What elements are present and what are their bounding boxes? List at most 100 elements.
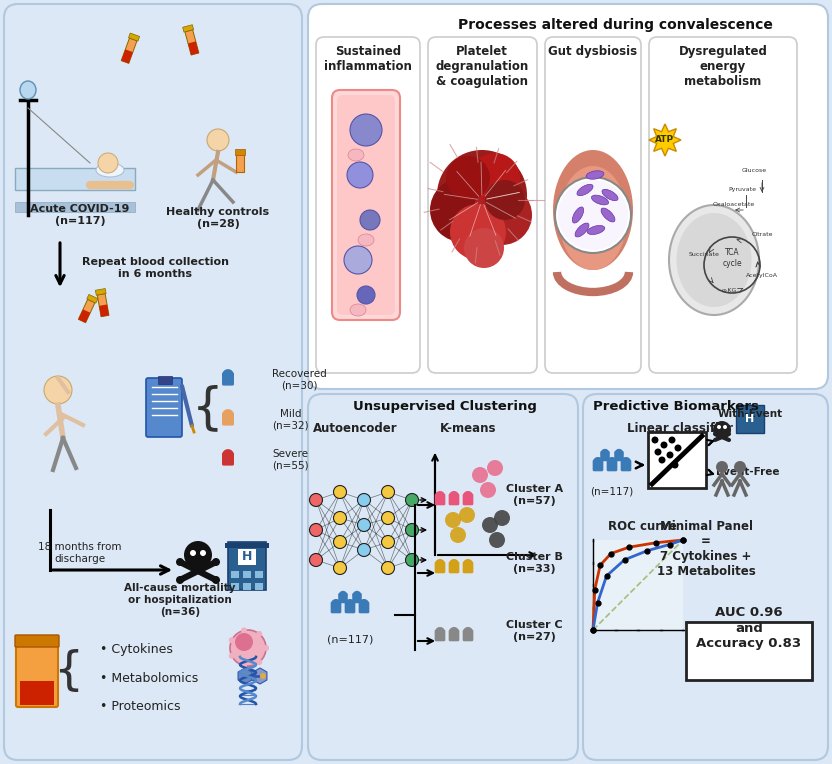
- Circle shape: [464, 228, 504, 268]
- Circle shape: [661, 442, 667, 448]
- FancyBboxPatch shape: [4, 4, 302, 760]
- Polygon shape: [238, 668, 252, 684]
- Text: Platelet
degranulation
& coagulation: Platelet degranulation & coagulation: [435, 45, 528, 88]
- Circle shape: [675, 445, 681, 452]
- FancyBboxPatch shape: [448, 630, 459, 641]
- Circle shape: [176, 576, 184, 584]
- Bar: [238, 549, 256, 565]
- Circle shape: [263, 645, 269, 651]
- Polygon shape: [185, 30, 199, 55]
- Text: Sustained
inflammation: Sustained inflammation: [324, 45, 412, 73]
- Text: AUC 0.96
and
Accuracy 0.83: AUC 0.96 and Accuracy 0.83: [696, 607, 801, 649]
- Text: Mild
(n=32): Mild (n=32): [272, 410, 309, 431]
- Polygon shape: [253, 668, 267, 684]
- Bar: [236, 152, 244, 172]
- Text: TCA
cycle: TCA cycle: [722, 248, 742, 267]
- Polygon shape: [188, 41, 199, 55]
- Ellipse shape: [577, 184, 593, 196]
- Circle shape: [358, 494, 370, 507]
- Text: Cluster C
(n=27): Cluster C (n=27): [506, 620, 562, 642]
- Circle shape: [235, 633, 253, 651]
- FancyBboxPatch shape: [448, 562, 459, 573]
- Circle shape: [222, 369, 234, 381]
- Ellipse shape: [553, 150, 633, 270]
- Circle shape: [357, 286, 375, 304]
- FancyBboxPatch shape: [308, 4, 828, 389]
- Circle shape: [382, 512, 394, 525]
- Circle shape: [487, 460, 503, 476]
- Text: Gut dysbiosis: Gut dysbiosis: [548, 45, 637, 58]
- Circle shape: [445, 512, 461, 528]
- Circle shape: [459, 507, 475, 523]
- Ellipse shape: [601, 208, 615, 222]
- Circle shape: [658, 457, 666, 464]
- Bar: [158, 376, 172, 384]
- Circle shape: [190, 550, 196, 556]
- Ellipse shape: [669, 205, 759, 315]
- Text: Citrate: Citrate: [751, 232, 773, 238]
- Circle shape: [229, 652, 235, 659]
- Circle shape: [263, 645, 269, 651]
- Circle shape: [212, 558, 220, 566]
- Bar: [15, 202, 135, 212]
- Text: {: {: [53, 649, 83, 694]
- FancyBboxPatch shape: [614, 451, 624, 461]
- Circle shape: [449, 491, 459, 501]
- Bar: [736, 405, 764, 433]
- FancyBboxPatch shape: [434, 494, 445, 505]
- Bar: [228, 542, 266, 590]
- Bar: [190, 563, 206, 569]
- Text: Minimal Panel
=
7 Cytokines +
13 Metabolites: Minimal Panel = 7 Cytokines + 13 Metabol…: [656, 520, 755, 578]
- Text: H: H: [242, 551, 252, 564]
- Circle shape: [344, 246, 372, 274]
- Circle shape: [463, 491, 473, 501]
- Text: Cluster B
(n=33): Cluster B (n=33): [506, 552, 563, 574]
- Bar: [648, 432, 706, 488]
- Circle shape: [212, 576, 220, 584]
- Circle shape: [334, 485, 346, 498]
- Bar: [20, 681, 54, 705]
- Circle shape: [176, 558, 184, 566]
- Circle shape: [334, 562, 346, 575]
- FancyBboxPatch shape: [607, 460, 617, 471]
- Circle shape: [489, 532, 505, 548]
- FancyBboxPatch shape: [330, 602, 341, 613]
- Text: • Metabolomics: • Metabolomics: [100, 672, 198, 685]
- Circle shape: [358, 519, 370, 532]
- Ellipse shape: [586, 171, 604, 180]
- FancyBboxPatch shape: [146, 378, 182, 437]
- Ellipse shape: [676, 213, 751, 307]
- Circle shape: [44, 376, 72, 404]
- Bar: [231, 571, 239, 578]
- Circle shape: [607, 457, 617, 467]
- Text: Pyruvate: Pyruvate: [728, 187, 756, 193]
- FancyBboxPatch shape: [344, 602, 355, 613]
- Ellipse shape: [575, 223, 589, 237]
- Circle shape: [310, 553, 323, 566]
- Circle shape: [353, 591, 361, 600]
- Circle shape: [668, 436, 676, 443]
- Circle shape: [435, 627, 445, 637]
- Circle shape: [437, 150, 527, 240]
- Polygon shape: [78, 309, 91, 322]
- FancyBboxPatch shape: [463, 494, 473, 505]
- Circle shape: [472, 467, 488, 483]
- FancyBboxPatch shape: [600, 451, 610, 461]
- Circle shape: [256, 659, 262, 665]
- FancyBboxPatch shape: [222, 413, 234, 426]
- FancyBboxPatch shape: [222, 452, 234, 465]
- Text: Event-Free: Event-Free: [716, 467, 780, 477]
- Text: All-cause mortality
or hospitalization
(n=36): All-cause mortality or hospitalization (…: [124, 584, 235, 617]
- Circle shape: [405, 553, 418, 566]
- Circle shape: [621, 457, 631, 467]
- Circle shape: [310, 523, 323, 536]
- Circle shape: [207, 129, 229, 151]
- Text: With-Event: With-Event: [717, 409, 783, 419]
- Text: • Proteomics: • Proteomics: [100, 700, 181, 713]
- Circle shape: [615, 448, 623, 458]
- FancyBboxPatch shape: [434, 630, 445, 641]
- FancyBboxPatch shape: [583, 394, 828, 760]
- Circle shape: [334, 512, 346, 525]
- Text: α-KG: α-KG: [721, 287, 736, 293]
- Circle shape: [405, 523, 418, 536]
